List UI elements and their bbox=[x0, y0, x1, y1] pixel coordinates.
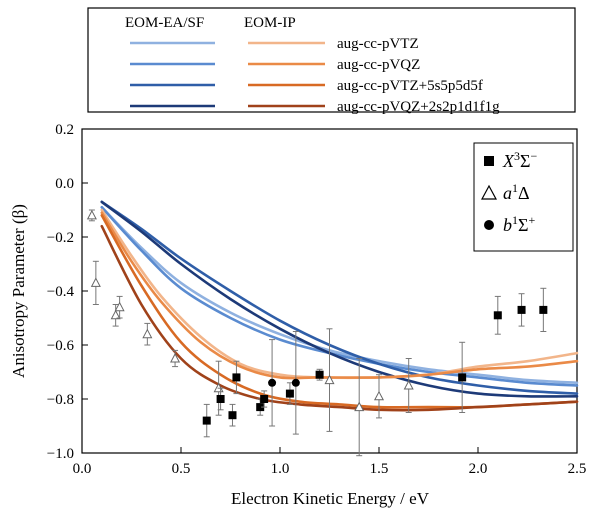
point-x3sigma bbox=[232, 373, 241, 382]
point-x3sigma bbox=[458, 373, 467, 382]
marker-legend: X3Σ− a1Δ b1Σ+ bbox=[473, 142, 574, 252]
point-x3sigma bbox=[216, 395, 225, 403]
y-tick-label: −0.4 bbox=[47, 284, 75, 300]
point-a1delta bbox=[90, 277, 101, 287]
y-tick-label: −0.2 bbox=[47, 230, 74, 246]
x-tick-label: 1.0 bbox=[271, 461, 290, 477]
point-x3sigma bbox=[517, 305, 526, 314]
x-axis-label: Electron Kinetic Energy / eV bbox=[231, 489, 430, 508]
point-x3sigma bbox=[202, 416, 211, 425]
legend-header-ip: EOM-IP bbox=[244, 15, 296, 31]
point-a1delta bbox=[110, 309, 121, 320]
x-tick-label: 2.5 bbox=[568, 461, 587, 477]
point-x3sigma bbox=[539, 305, 548, 314]
marker-legend-circle-icon bbox=[484, 220, 494, 230]
marker-legend-square-icon bbox=[484, 156, 494, 166]
y-tick-label: 0.0 bbox=[55, 176, 74, 192]
x-axis-ticks: 0.0 0.5 1.0 1.5 2.0 2.5 bbox=[73, 447, 587, 477]
point-b1sigma bbox=[268, 378, 277, 387]
marker-legend-label: a1Δ bbox=[503, 181, 530, 203]
plot-area: 0.2 0.0 −0.2 −0.4 −0.6 −0.8 −1.0 0.0 0.5 1.0 1.5 2… bbox=[47, 122, 587, 477]
marker-legend-label: X3Σ− bbox=[502, 149, 537, 171]
point-a1delta bbox=[86, 209, 97, 220]
y-tick-label: −0.6 bbox=[47, 338, 75, 354]
point-a1delta bbox=[373, 390, 385, 401]
top-legend: EOM-EA/SF EOM-IP aug-cc-pVTZaug-cc-pVQZa… bbox=[87, 7, 576, 115]
point-x3sigma bbox=[285, 389, 294, 398]
legend-row-label: aug-cc-pVQZ bbox=[337, 57, 420, 73]
series-line-ip-vqz-diff bbox=[100, 224, 579, 412]
data-points bbox=[86, 209, 548, 457]
x-tick-label: 2.0 bbox=[469, 461, 488, 477]
point-a1delta bbox=[354, 401, 365, 412]
point-a1delta bbox=[114, 301, 125, 312]
point-b1sigma bbox=[291, 378, 300, 387]
point-x3sigma bbox=[315, 370, 324, 379]
y-axis-label: Anisotropy Parameter (β) bbox=[9, 204, 28, 378]
series-line-ip-vqz bbox=[100, 211, 579, 380]
point-x3sigma bbox=[260, 395, 269, 403]
point-a1delta bbox=[170, 352, 181, 363]
marker-legend-triangle-icon bbox=[480, 184, 498, 200]
point-a1delta bbox=[403, 379, 414, 390]
x-tick-label: 0.0 bbox=[73, 461, 92, 477]
legend-header-ea: EOM-EA/SF bbox=[125, 15, 204, 31]
point-x3sigma bbox=[256, 403, 265, 412]
y-tick-label: −0.8 bbox=[47, 392, 74, 408]
y-tick-label: −1.0 bbox=[47, 446, 74, 462]
x-tick-label: 1.5 bbox=[370, 461, 389, 477]
top-legend-frame bbox=[87, 7, 576, 113]
point-a1delta bbox=[142, 328, 153, 339]
x-tick-label: 0.5 bbox=[172, 461, 191, 477]
legend-row-label: aug-cc-pVQZ+2s2p1d1f1g bbox=[337, 99, 500, 115]
series-line-ip-vtz bbox=[100, 208, 579, 380]
point-x3sigma bbox=[493, 311, 502, 320]
y-axis-ticks: 0.2 0.0 −0.2 −0.4 −0.6 −0.8 −1.0 bbox=[47, 122, 88, 462]
marker-legend-label: b1Σ+ bbox=[503, 213, 535, 235]
point-x3sigma bbox=[228, 411, 237, 420]
point-a1delta bbox=[324, 374, 335, 385]
y-tick-label: 0.2 bbox=[55, 122, 74, 138]
legend-row-label: aug-cc-pVTZ+5s5p5d5f bbox=[337, 78, 483, 94]
legend-row-label: aug-cc-pVTZ bbox=[337, 36, 419, 52]
legend-rows: aug-cc-pVTZ aug-cc-pVQZ aug-cc-pVTZ+5s5p5d… bbox=[130, 36, 500, 115]
